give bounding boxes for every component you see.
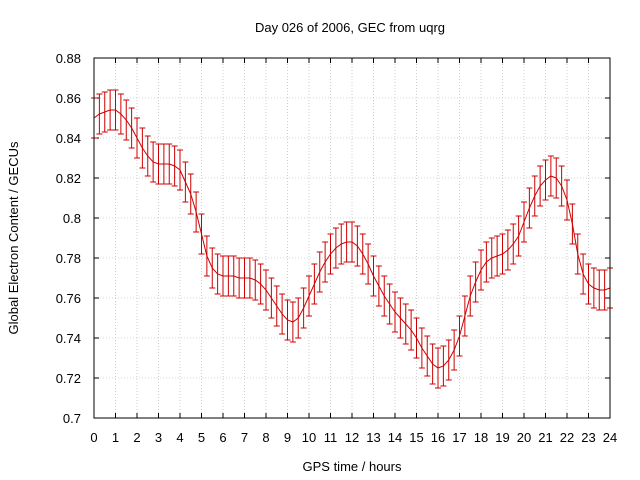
x-tick-label: 2 (133, 430, 140, 445)
x-axis-label: GPS time / hours (303, 459, 402, 474)
x-tick-label: 19 (495, 430, 509, 445)
y-axis-ticks: 0.7 0.72 0.74 0.76 0.78 0.8 0.82 0.84 0.86 0.88 (56, 51, 610, 426)
y-tick-label: 0.7 (63, 411, 81, 426)
chart-title: Day 026 of 2006, GEC from uqrg (255, 20, 445, 35)
y-tick-label: 0.78 (56, 251, 81, 266)
x-tick-label: 18 (474, 430, 488, 445)
plot-frame (93, 57, 611, 419)
x-tick-label: 21 (538, 430, 552, 445)
y-tick-label: 0.84 (56, 131, 81, 146)
x-tick-label: 5 (198, 430, 205, 445)
y-tick-label: 0.82 (56, 171, 81, 186)
x-tick-label: 16 (431, 430, 445, 445)
x-tick-label: 4 (176, 430, 183, 445)
y-tick-label: 0.72 (56, 371, 81, 386)
x-tick-label: 24 (603, 430, 617, 445)
x-tick-label: 22 (560, 430, 574, 445)
x-tick-label: 3 (155, 430, 162, 445)
y-tick-label: 0.86 (56, 91, 81, 106)
x-tick-label: 17 (452, 430, 466, 445)
x-tick-label: 6 (219, 430, 226, 445)
x-tick-label: 7 (241, 430, 248, 445)
y-tick-label: 0.76 (56, 291, 81, 306)
x-tick-label: 9 (284, 430, 291, 445)
y-axis-label: Global Electron Content / GECUs (6, 141, 21, 334)
x-tick-label: 1 (112, 430, 119, 445)
x-tick-label: 0 (90, 430, 97, 445)
series-line-gec (93, 109, 611, 369)
x-tick-label: 11 (324, 430, 338, 445)
x-tick-label: 15 (409, 430, 423, 445)
x-tick-label: 20 (517, 430, 531, 445)
x-tick-label: 8 (262, 430, 269, 445)
y-tick-label: 0.74 (56, 331, 81, 346)
x-tick-label: 23 (581, 430, 595, 445)
x-tick-label: 14 (388, 430, 402, 445)
y-tick-label: 0.88 (56, 51, 81, 66)
x-axis-ticks: 0 1 2 3 4 5 6 7 8 9 10 11 12 13 14 15 16 17 18 19 20 21 22 23 24 (90, 58, 617, 445)
x-tick-label: 10 (302, 430, 316, 445)
x-tick-label: 13 (366, 430, 380, 445)
x-tick-label: 12 (345, 430, 359, 445)
y-tick-label: 0.8 (63, 211, 81, 226)
